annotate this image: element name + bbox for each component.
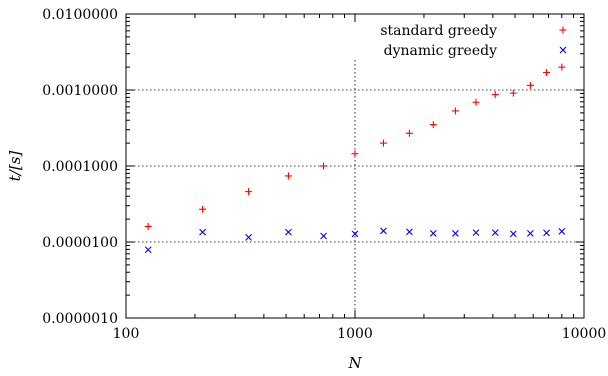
legend-label-dynamic-greedy: dynamic greedy: [384, 43, 497, 59]
data-point-dynamic-greedy: [429, 229, 437, 237]
data-point-standard-greedy: [405, 129, 413, 137]
data-point-standard-greedy: [472, 98, 480, 106]
x-axis-label: N: [347, 354, 362, 372]
y-tick-label: 0.0000100: [42, 235, 118, 251]
legend-markers: [559, 26, 567, 54]
data-point-standard-greedy: [199, 205, 207, 213]
data-point-standard-greedy: [245, 188, 253, 196]
data-point-dynamic-greedy: [558, 227, 566, 235]
data-point-standard-greedy: [144, 222, 152, 230]
y-tick-label: 0.0001000: [42, 159, 118, 175]
data-point-standard-greedy: [429, 121, 437, 129]
data-point-dynamic-greedy: [199, 228, 206, 236]
data-marks: [144, 63, 566, 254]
data-point-standard-greedy: [284, 172, 292, 180]
data-point-standard-greedy: [558, 63, 566, 71]
grid-lines: [126, 60, 584, 318]
data-point-standard-greedy: [351, 150, 359, 158]
y-tick-label: 0.0010000: [42, 83, 118, 99]
data-point-standard-greedy: [543, 68, 551, 76]
data-point-dynamic-greedy: [406, 228, 413, 236]
data-point-dynamic-greedy: [351, 230, 359, 238]
data-point-dynamic-greedy: [543, 229, 550, 237]
x-tick-label: 100: [113, 326, 140, 342]
data-point-dynamic-greedy: [452, 229, 459, 237]
x-tick-label: 1000: [337, 326, 373, 342]
data-point-standard-greedy: [509, 89, 517, 97]
legend-marker-dynamic-greedy: [559, 46, 567, 54]
data-point-standard-greedy: [491, 91, 499, 99]
data-point-standard-greedy: [451, 107, 459, 115]
data-point-standard-greedy: [526, 81, 534, 89]
data-point-dynamic-greedy: [509, 230, 517, 238]
x-tick-label: 10000: [562, 326, 607, 342]
y-tick-label: 0.0000010: [42, 311, 118, 327]
data-point-dynamic-greedy: [285, 228, 292, 236]
data-point-standard-greedy: [320, 162, 328, 170]
data-point-dynamic-greedy: [245, 233, 252, 241]
data-point-dynamic-greedy: [144, 246, 152, 254]
y-tick-label: 0.0100000: [42, 7, 118, 23]
y-axis-label: t/[s]: [6, 151, 24, 182]
data-point-dynamic-greedy: [380, 227, 387, 235]
data-point-standard-greedy: [379, 139, 387, 147]
data-point-dynamic-greedy: [320, 232, 327, 240]
legend-marker-standard-greedy: [559, 26, 567, 34]
legend-label-standard-greedy: standard greedy: [380, 23, 497, 39]
legend: standard greedy dynamic greedy: [380, 23, 567, 59]
axis-ticks: 100 1000 10000 0.0000010 0.0000100 0.0001000 0…: [42, 7, 606, 342]
data-point-dynamic-greedy: [472, 229, 480, 236]
data-point-dynamic-greedy: [526, 229, 534, 237]
data-point-dynamic-greedy: [491, 229, 499, 236]
